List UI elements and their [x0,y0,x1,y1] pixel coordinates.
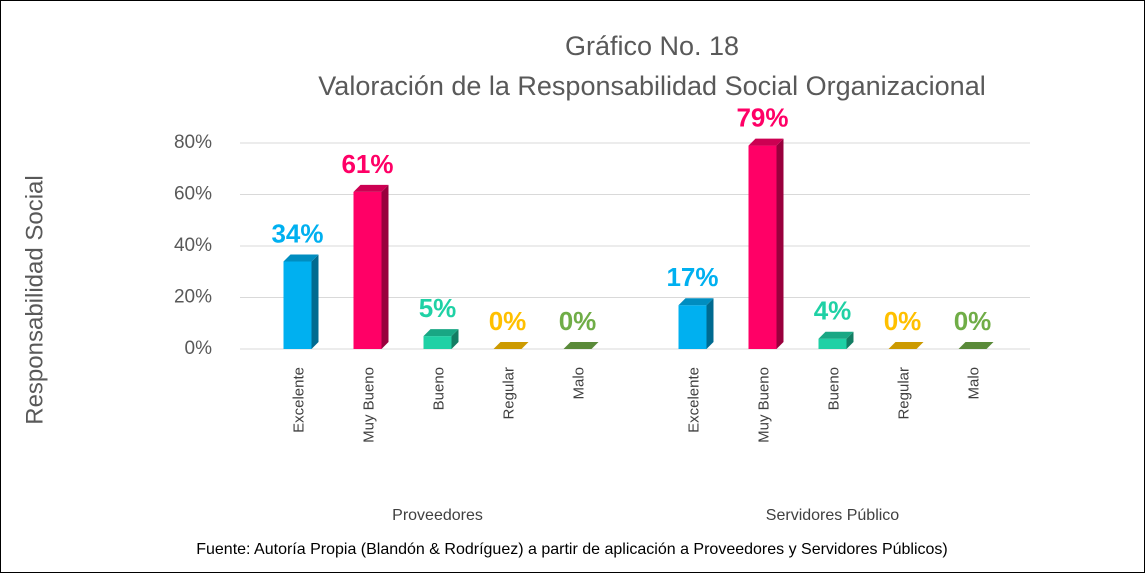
bar-top [563,342,599,349]
bar-top [423,329,459,337]
x-tick-label: Excelente [685,367,702,433]
value-label: 61% [341,149,393,179]
y-tick-label: 20% [174,287,212,308]
bar-top [748,138,784,146]
bar-top [888,342,924,349]
value-label: 0% [489,306,527,336]
bar-side [311,254,319,349]
value-label: 4% [814,296,852,326]
source-note: Fuente: Autoría Propia (Blandón & Rodríg… [196,541,948,558]
x-tick-label: Muy Bueno [360,367,377,443]
bar [818,338,847,349]
bar-top [678,298,714,306]
group-label: Proveedores [392,507,483,524]
x-tick-label: Bueno [430,367,447,410]
y-tick-label: 60% [174,184,212,205]
x-tick-label: Muy Bueno [755,367,772,443]
value-label: 0% [884,306,922,336]
bar-top [818,331,854,339]
x-tick-label: Bueno [825,367,842,410]
bar-top [493,342,529,349]
bar [748,145,777,349]
group-label: Servidores Público [766,507,900,524]
bar-side [776,138,784,349]
y-tick-label: 40% [174,235,212,256]
value-label: 34% [271,218,323,248]
value-label: 17% [666,262,718,292]
bar-side [706,298,714,349]
bar-side [451,329,459,349]
value-label: 5% [419,293,457,323]
value-label: 79% [736,102,788,132]
x-tick-label: Excelente [290,367,307,433]
y-tick-label: 80% [174,132,212,153]
value-label: 0% [559,306,597,336]
x-tick-label: Malo [965,367,982,400]
bar-side [381,184,389,349]
bar [353,191,382,349]
bar [423,336,452,349]
chart-title: Gráfico No. 18 [565,31,739,61]
bar-top [958,342,994,349]
bar-side [846,331,854,349]
bar [283,261,312,349]
y-tick-label: 0% [185,338,213,359]
bar-top [283,254,319,262]
chart-title: Valoración de la Responsabilidad Social … [318,71,985,101]
bar [678,305,707,349]
bar-top [353,184,389,192]
y-axis-label: Responsabilidad Social [21,175,48,425]
x-tick-label: Malo [570,367,587,400]
x-tick-label: Regular [500,367,517,420]
value-label: 0% [954,306,992,336]
x-tick-label: Regular [895,367,912,420]
